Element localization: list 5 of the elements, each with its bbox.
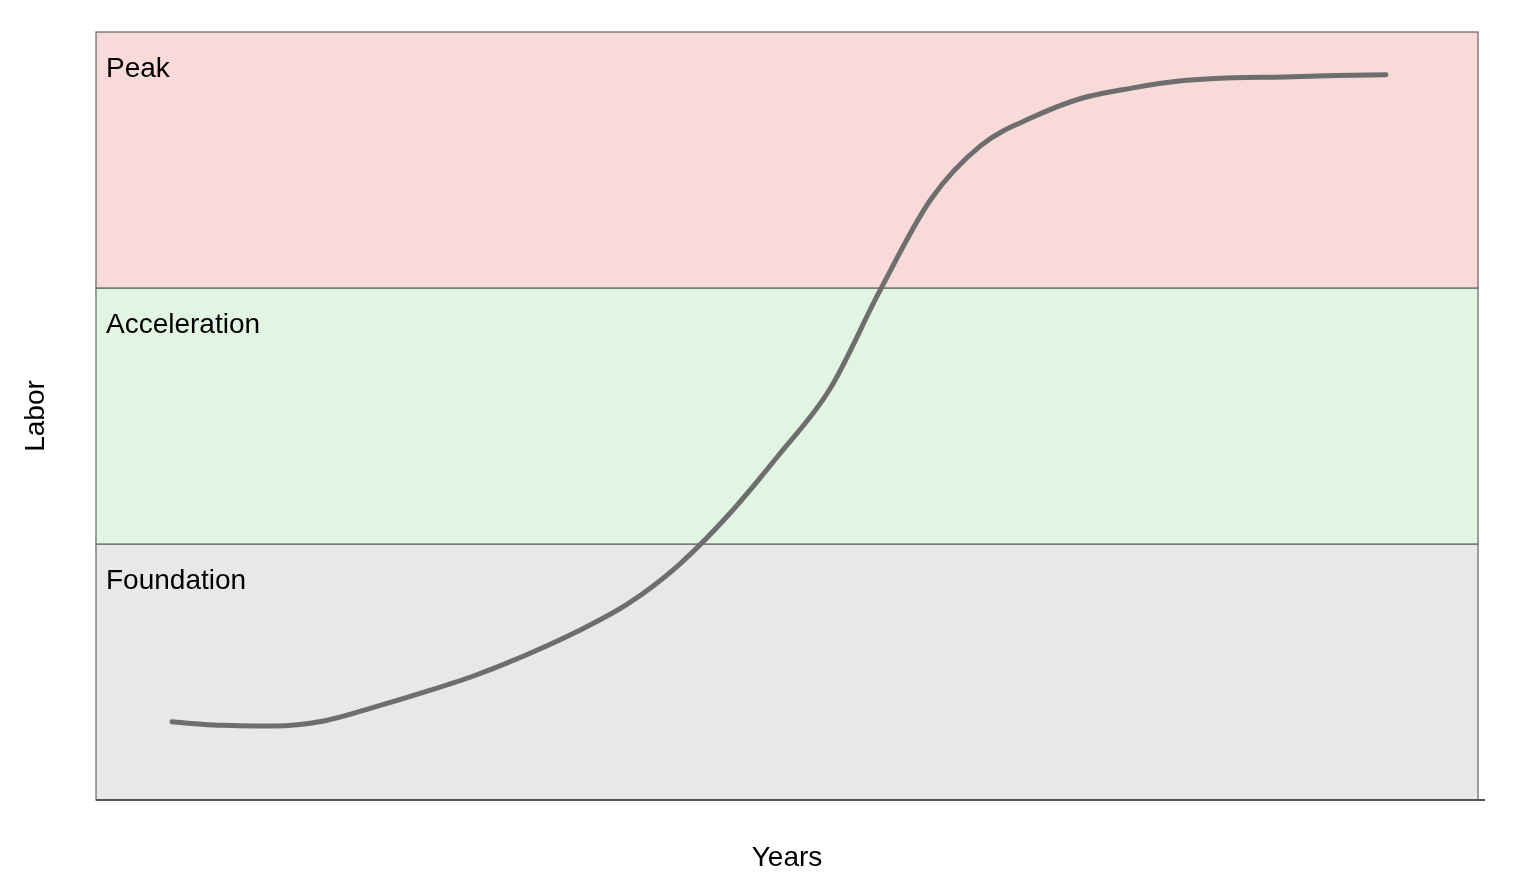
x-axis-title: Years: [751, 841, 823, 872]
band-label: Acceleration: [106, 308, 261, 339]
y-axis-title: Labor: [19, 380, 50, 452]
band-label: Foundation: [106, 564, 247, 595]
band-label: Peak: [106, 52, 171, 83]
